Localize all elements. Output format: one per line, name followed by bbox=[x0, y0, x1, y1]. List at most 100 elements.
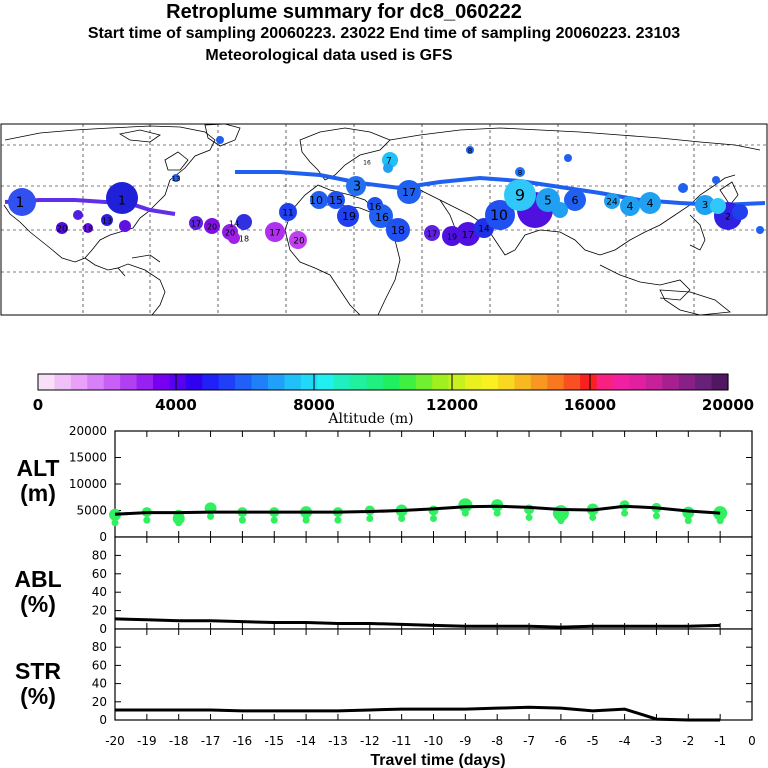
plume-particle bbox=[236, 214, 252, 230]
colorbar-cell bbox=[662, 374, 680, 390]
colorbar-cell bbox=[514, 374, 532, 390]
altitude-particle bbox=[621, 509, 629, 517]
plume-particle bbox=[310, 191, 328, 209]
colorbar-tick-label: 16000 bbox=[564, 396, 616, 414]
plume-particle bbox=[56, 222, 68, 234]
colorbar-cell bbox=[645, 374, 663, 390]
y-tick-label: 60 bbox=[92, 567, 107, 581]
plume-particle bbox=[83, 223, 93, 233]
day-marker-label: 17 bbox=[191, 220, 201, 229]
plume-particle bbox=[552, 202, 568, 218]
x-tick-label: 0 bbox=[748, 734, 756, 748]
altitude-particle bbox=[458, 498, 473, 513]
plume-particle bbox=[101, 214, 113, 226]
altitude-particle bbox=[334, 516, 342, 524]
altitude-particle bbox=[270, 516, 278, 524]
y-tick-label: 80 bbox=[92, 548, 107, 562]
plume-particle bbox=[172, 174, 180, 182]
altitude-particle bbox=[143, 516, 151, 524]
x-tick-label: -12 bbox=[360, 734, 380, 748]
plume-particle bbox=[710, 198, 726, 214]
day-marker-label: 16 bbox=[375, 211, 389, 224]
median-trajectory bbox=[4, 170, 766, 216]
altitude-particle bbox=[684, 517, 692, 525]
plume-particle bbox=[695, 195, 715, 215]
colorbar-cell bbox=[498, 374, 516, 390]
y-tick-label: 20000 bbox=[69, 424, 107, 438]
altitude-particle bbox=[398, 515, 406, 522]
day-marker-label: 14 bbox=[478, 225, 490, 235]
series-line-str bbox=[115, 705, 721, 722]
plume-particle bbox=[504, 179, 536, 211]
colorbar-cell bbox=[153, 374, 171, 390]
day-marker-label: 5 bbox=[544, 194, 552, 208]
plume-particle bbox=[369, 204, 393, 228]
x-tick-label: -20 bbox=[105, 734, 125, 748]
altitude-particle bbox=[493, 509, 501, 517]
panel-unit: (%) bbox=[20, 683, 56, 709]
y-tick-label: 0 bbox=[99, 622, 107, 636]
day-marker-label: 17 bbox=[402, 186, 416, 199]
colorbar-cell bbox=[465, 374, 483, 390]
median-altitude-line bbox=[114, 504, 721, 516]
colorbar-cell bbox=[87, 374, 105, 390]
y-tick-label: 40 bbox=[92, 585, 107, 599]
day-marker-label: 10 bbox=[309, 194, 323, 207]
x-tick-label: -18 bbox=[169, 734, 189, 748]
x-tick-label: -19 bbox=[137, 734, 157, 748]
colorbar-cell bbox=[38, 374, 56, 390]
day-marker-label: 20 bbox=[225, 229, 235, 238]
y-tick-label: 15000 bbox=[69, 451, 107, 465]
colorbar-cell bbox=[70, 374, 88, 390]
colorbar-cell bbox=[300, 374, 318, 390]
plume-particle bbox=[564, 154, 572, 162]
colorbar-label: Altitude (m) bbox=[327, 411, 413, 427]
plume-particle bbox=[189, 216, 203, 230]
panel-unit: (m) bbox=[20, 480, 56, 506]
panel-str: 80 60 40 20 0 STR(%) bbox=[15, 628, 753, 727]
x-tick-label: -17 bbox=[201, 734, 221, 748]
day-marker-label: 6 bbox=[572, 194, 579, 207]
colorbar-cell bbox=[613, 374, 631, 390]
day-marker-label: 11 bbox=[282, 209, 293, 219]
plume-particle bbox=[327, 191, 345, 209]
trajectory-segment-east bbox=[235, 170, 766, 208]
colorbar-tick-label: 8000 bbox=[293, 396, 335, 414]
y-tick-label: 80 bbox=[92, 640, 107, 654]
colorbar-tick-label: 4000 bbox=[155, 396, 197, 414]
plume-particle bbox=[337, 205, 359, 227]
colorbar-tick-label: 20000 bbox=[702, 396, 754, 414]
day-marker-label: 7 bbox=[386, 157, 392, 167]
colorbar-cell bbox=[596, 374, 614, 390]
plume-particles bbox=[8, 136, 764, 249]
day-marker-label: 4 bbox=[647, 197, 654, 210]
colorbar-cell bbox=[711, 374, 729, 390]
plume-particle bbox=[204, 218, 220, 234]
y-tick-label: 0 bbox=[99, 713, 107, 727]
plume-particle bbox=[639, 192, 661, 214]
met-data-source: Meteorological data used is GFS bbox=[205, 47, 453, 64]
colorbar-cell bbox=[695, 374, 713, 390]
colorbar-cell bbox=[284, 374, 302, 390]
colorbar-tick-label: 0 bbox=[33, 396, 43, 414]
x-tick-label: -13 bbox=[328, 734, 348, 748]
day-marker-label: 20 bbox=[56, 225, 68, 235]
altitude-particle bbox=[238, 516, 246, 524]
colorbar-cell bbox=[580, 374, 598, 390]
x-tick-label: -9 bbox=[459, 734, 471, 748]
colorbar-cell bbox=[481, 374, 499, 390]
x-tick-label: -16 bbox=[233, 734, 253, 748]
altitude-particle bbox=[109, 508, 121, 521]
y-tick-label: 10000 bbox=[69, 477, 107, 491]
day-marker-label: 1 bbox=[118, 194, 126, 208]
day-marker-label: 19 bbox=[447, 233, 457, 242]
sampling-times: Start time of sampling 20060223. 23022 E… bbox=[87, 25, 681, 42]
plume-particle bbox=[732, 204, 748, 220]
plume-particle bbox=[397, 180, 421, 204]
day-marker-label: 10 bbox=[490, 208, 508, 224]
x-tick-label: -6 bbox=[555, 734, 567, 748]
day-marker-label: 18 bbox=[239, 235, 249, 244]
plume-particle bbox=[265, 222, 285, 242]
